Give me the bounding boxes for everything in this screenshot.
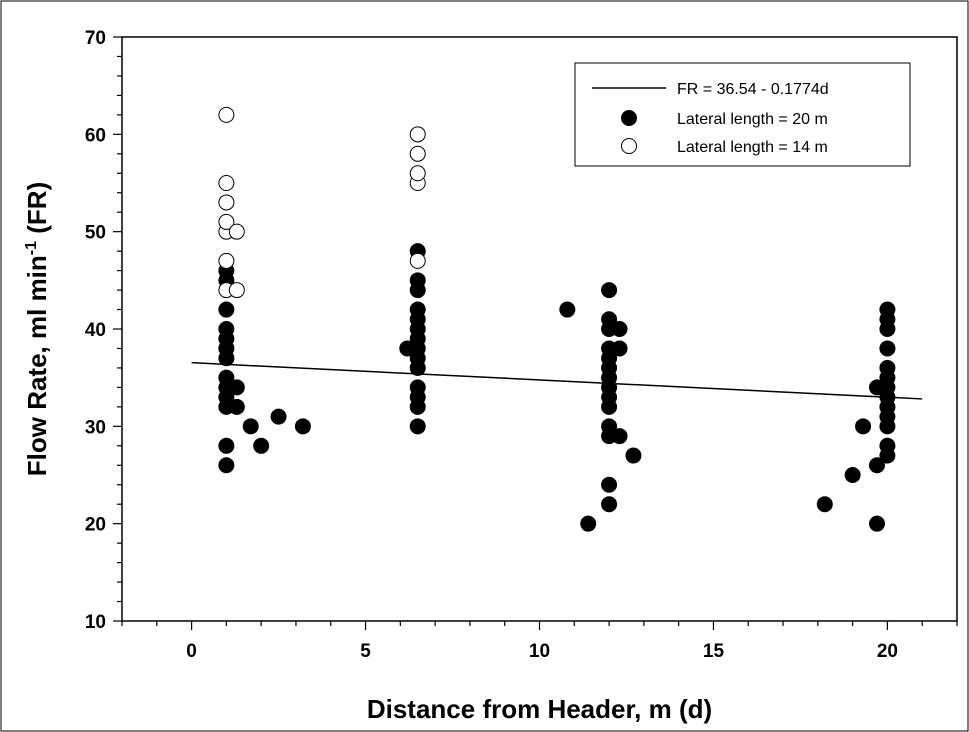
filled-data-point: [879, 340, 896, 357]
y-axis-title-superscript: -1: [23, 241, 40, 255]
filled-data-point: [294, 418, 311, 435]
filled-data-point: [580, 515, 597, 532]
data-points: [218, 106, 896, 532]
regression-line: [191, 361, 923, 400]
open-data-point: [218, 213, 235, 230]
x-tick-label: 0: [186, 641, 197, 662]
x-tick-label: 10: [529, 641, 550, 662]
legend-marker-open: [621, 138, 637, 154]
x-tick-label: 15: [703, 641, 725, 662]
filled-data-point: [601, 476, 618, 493]
y-tick-label: 30: [85, 417, 106, 438]
filled-data-point: [218, 457, 235, 474]
filled-data-point: [611, 340, 628, 357]
filled-data-point: [218, 321, 235, 337]
open-data-point: [218, 106, 235, 123]
x-tick-label: 5: [360, 641, 371, 662]
open-data-point: [409, 145, 426, 162]
legend-label-regression: FR = 36.54 - 0.1774d: [677, 81, 829, 98]
axis-ticks: [113, 36, 958, 630]
filled-data-point: [844, 467, 861, 483]
filled-data-point: [228, 398, 245, 415]
open-data-point: [218, 252, 235, 269]
filled-data-point: [253, 437, 270, 454]
filled-data-point: [601, 496, 618, 513]
filled-data-point: [601, 311, 618, 328]
filled-data-point: [601, 282, 618, 299]
legend-label-series-2: Lateral length = 14 m: [677, 139, 828, 156]
filled-data-point: [218, 369, 235, 386]
filled-data-point: [409, 418, 426, 435]
legend-label-series-1: Lateral length = 20 m: [677, 111, 828, 128]
filled-data-point: [242, 418, 259, 435]
y-tick-label: 40: [85, 320, 106, 341]
legend-marker-filled: [621, 110, 637, 126]
filled-data-point: [601, 418, 618, 435]
filled-data-point: [855, 418, 872, 435]
filled-data-point: [559, 301, 576, 318]
y-axis-title-suffix: (FR): [22, 182, 52, 241]
filled-data-point: [879, 359, 896, 376]
filled-data-point: [816, 496, 833, 513]
open-data-point: [409, 165, 426, 182]
y-tick-label: 70: [85, 28, 106, 49]
filled-data-point: [218, 301, 235, 318]
filled-data-point: [218, 437, 235, 454]
x-tick-label: 20: [877, 641, 898, 662]
filled-data-point: [879, 437, 896, 454]
filled-data-point: [270, 408, 287, 425]
y-tick-label: 60: [85, 125, 106, 146]
y-axis-title: Flow Rate, ml min-1 (FR): [22, 182, 52, 476]
open-data-point: [409, 252, 426, 269]
filled-data-point: [879, 301, 896, 318]
filled-data-point: [868, 515, 885, 532]
open-data-point: [218, 175, 235, 191]
filled-data-point: [611, 321, 628, 337]
filled-data-point: [409, 272, 426, 289]
open-data-point: [228, 282, 245, 299]
filled-data-point: [409, 379, 426, 396]
filled-data-point: [611, 428, 628, 445]
open-data-point: [218, 194, 235, 211]
filled-data-point: [409, 301, 426, 318]
open-data-point: [409, 126, 426, 143]
y-tick-label: 10: [85, 612, 106, 633]
tick-labels: 0 5 10 15 20 10 20 30 40 50 60 70: [85, 28, 898, 662]
filled-data-point: [868, 457, 885, 474]
x-axis-title: Distance from Header, m (d): [367, 694, 712, 724]
y-tick-label: 50: [85, 223, 106, 244]
filled-data-point: [625, 447, 642, 464]
y-tick-label: 20: [85, 515, 106, 536]
y-axis-title-main: Flow Rate, ml min: [22, 255, 52, 476]
legend: FR = 36.54 - 0.1774d Lateral length = 20…: [574, 62, 911, 167]
filled-data-point: [228, 379, 245, 396]
open-data-point: [228, 223, 245, 240]
